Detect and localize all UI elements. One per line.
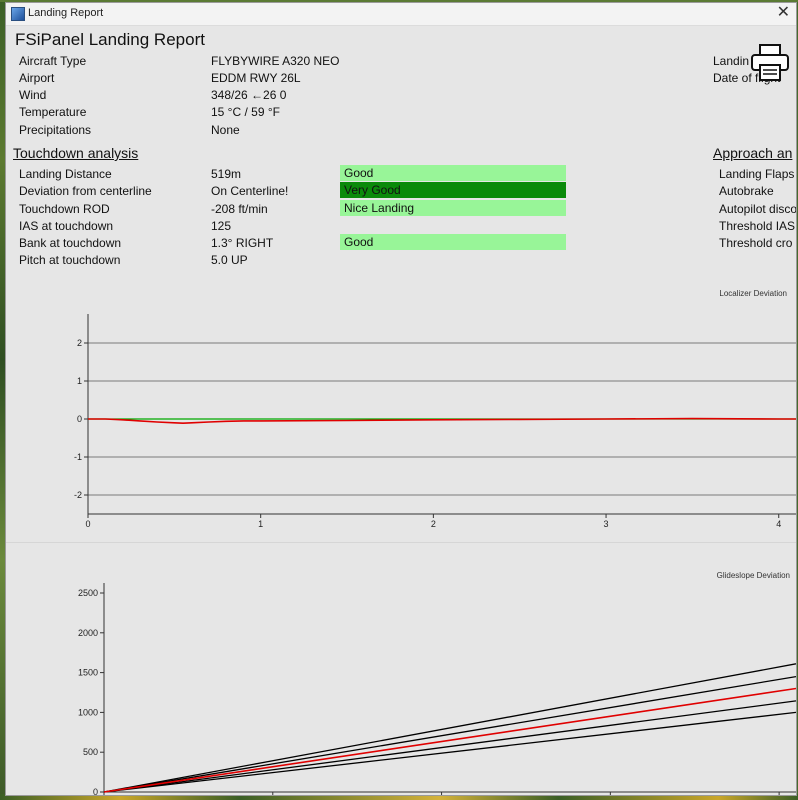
desktop-background-left — [0, 0, 8, 800]
y-tick-label: 2 — [77, 338, 82, 348]
title-bar[interactable]: Landing Report ✕ — [6, 3, 796, 26]
approach-analysis-heading: Approach an — [713, 145, 793, 161]
series-line-2 — [103, 700, 796, 793]
y-tick-label: -2 — [74, 490, 82, 500]
info-label-temperature: Temperature — [19, 105, 87, 119]
info-label-precipitations: Precipitations — [19, 123, 92, 137]
rating-centerline: Very Good — [340, 182, 566, 198]
touchdown-label-pitch: Pitch at touchdown — [19, 253, 121, 267]
rating-rod: Nice Landing — [340, 200, 566, 216]
x-tick-label: 1 — [258, 519, 263, 529]
rating-bank: Good — [340, 234, 566, 250]
info-value-wind: 348/26 ←26 0 — [211, 88, 287, 102]
info-value-temperature: 15 °C / 59 °F — [211, 105, 280, 119]
series-line-1 — [88, 417, 796, 425]
touchdown-value-landing-distance: 519m — [211, 167, 242, 181]
approach-label-autopilot: Autopilot disco — [719, 202, 797, 216]
info-label-wind: Wind — [19, 88, 47, 102]
y-tick-label: 1500 — [78, 668, 98, 678]
approach-label-flaps: Landing Flaps — [719, 167, 795, 181]
printer-icon[interactable] — [750, 43, 790, 83]
y-tick-label: -1 — [74, 452, 82, 462]
series-line-3 — [103, 711, 796, 793]
desktop-background-bottom — [0, 794, 798, 800]
y-tick-label: 2000 — [78, 628, 98, 638]
touchdown-value-rod: -208 ft/min — [211, 202, 268, 216]
y-tick-label: 0 — [93, 787, 98, 796]
touchdown-value-ias: 125 — [211, 219, 232, 233]
info-label-aircraft: Aircraft Type — [19, 54, 87, 68]
glideslope-deviation-chart: Glideslope Deviation 2500 2000 1500 1000 500 0… — [6, 542, 796, 796]
info-value-precipitations: None — [211, 123, 240, 137]
touchdown-label-ias: IAS at touchdown — [19, 219, 114, 233]
localizer-chart-svg: Localizer Deviation 2 1 0 -1 -2 0 1 2 3 4 — [74, 289, 796, 529]
rating-landing-distance: Good — [340, 165, 566, 181]
window-title: Landing Report — [28, 7, 104, 19]
localizer-deviation-chart: Localizer Deviation 2 1 0 -1 -2 0 1 2 3 4 — [6, 279, 796, 537]
touchdown-value-pitch: 5.0 UP — [211, 253, 248, 267]
y-tick-label: 1 — [77, 376, 82, 386]
touchdown-label-landing-distance: Landing Distance — [19, 167, 112, 181]
touchdown-value-bank: 1.3° RIGHT — [211, 236, 274, 250]
landing-info-label: Landin — [713, 54, 750, 68]
info-value-airport: EDDM RWY 26L — [211, 71, 301, 85]
series-line-4 — [103, 687, 796, 793]
desktop-background-top — [0, 0, 798, 2]
y-tick-label: 2500 — [78, 588, 98, 598]
info-value-aircraft: FLYBYWIRE A320 NEO — [211, 54, 340, 68]
y-tick-label: 1000 — [78, 707, 98, 717]
x-tick-label: 2 — [431, 519, 436, 529]
touchdown-label-bank: Bank at touchdown — [19, 236, 122, 250]
info-label-airport: Airport — [19, 71, 55, 85]
approach-label-threshold-crossing: Threshold cro — [719, 236, 793, 250]
report-title: FSiPanel Landing Report — [15, 30, 205, 49]
approach-label-autobrake: Autobrake — [719, 184, 774, 198]
chart-title: Glideslope Deviation — [717, 571, 790, 580]
series-line-0 — [103, 663, 796, 793]
touchdown-label-rod: Touchdown ROD — [19, 202, 110, 216]
x-tick-label: 0 — [85, 519, 90, 529]
approach-label-threshold-ias: Threshold IAS — [719, 219, 796, 233]
series-line-1 — [103, 675, 796, 793]
report-content: FSiPanel Landing Report Aircraft Type FL… — [6, 26, 796, 795]
glideslope-chart-svg: Glideslope Deviation 2500 2000 1500 1000 500 0… — [78, 571, 796, 796]
x-tick-label: 3 — [604, 519, 609, 529]
landing-report-window: Landing Report ✕ FSiPanel Landing Report… — [5, 2, 797, 796]
touchdown-value-centerline: On Centerline! — [211, 184, 289, 198]
chart-title: Localizer Deviation — [719, 289, 787, 298]
app-icon — [11, 7, 25, 21]
close-icon[interactable]: ✕ — [776, 4, 790, 21]
touchdown-label-centerline: Deviation from centerline — [19, 184, 152, 198]
y-tick-label: 0 — [77, 414, 82, 424]
y-tick-label: 500 — [83, 747, 98, 757]
touchdown-analysis-heading: Touchdown analysis — [13, 145, 139, 161]
x-tick-label: 4 — [776, 519, 781, 529]
